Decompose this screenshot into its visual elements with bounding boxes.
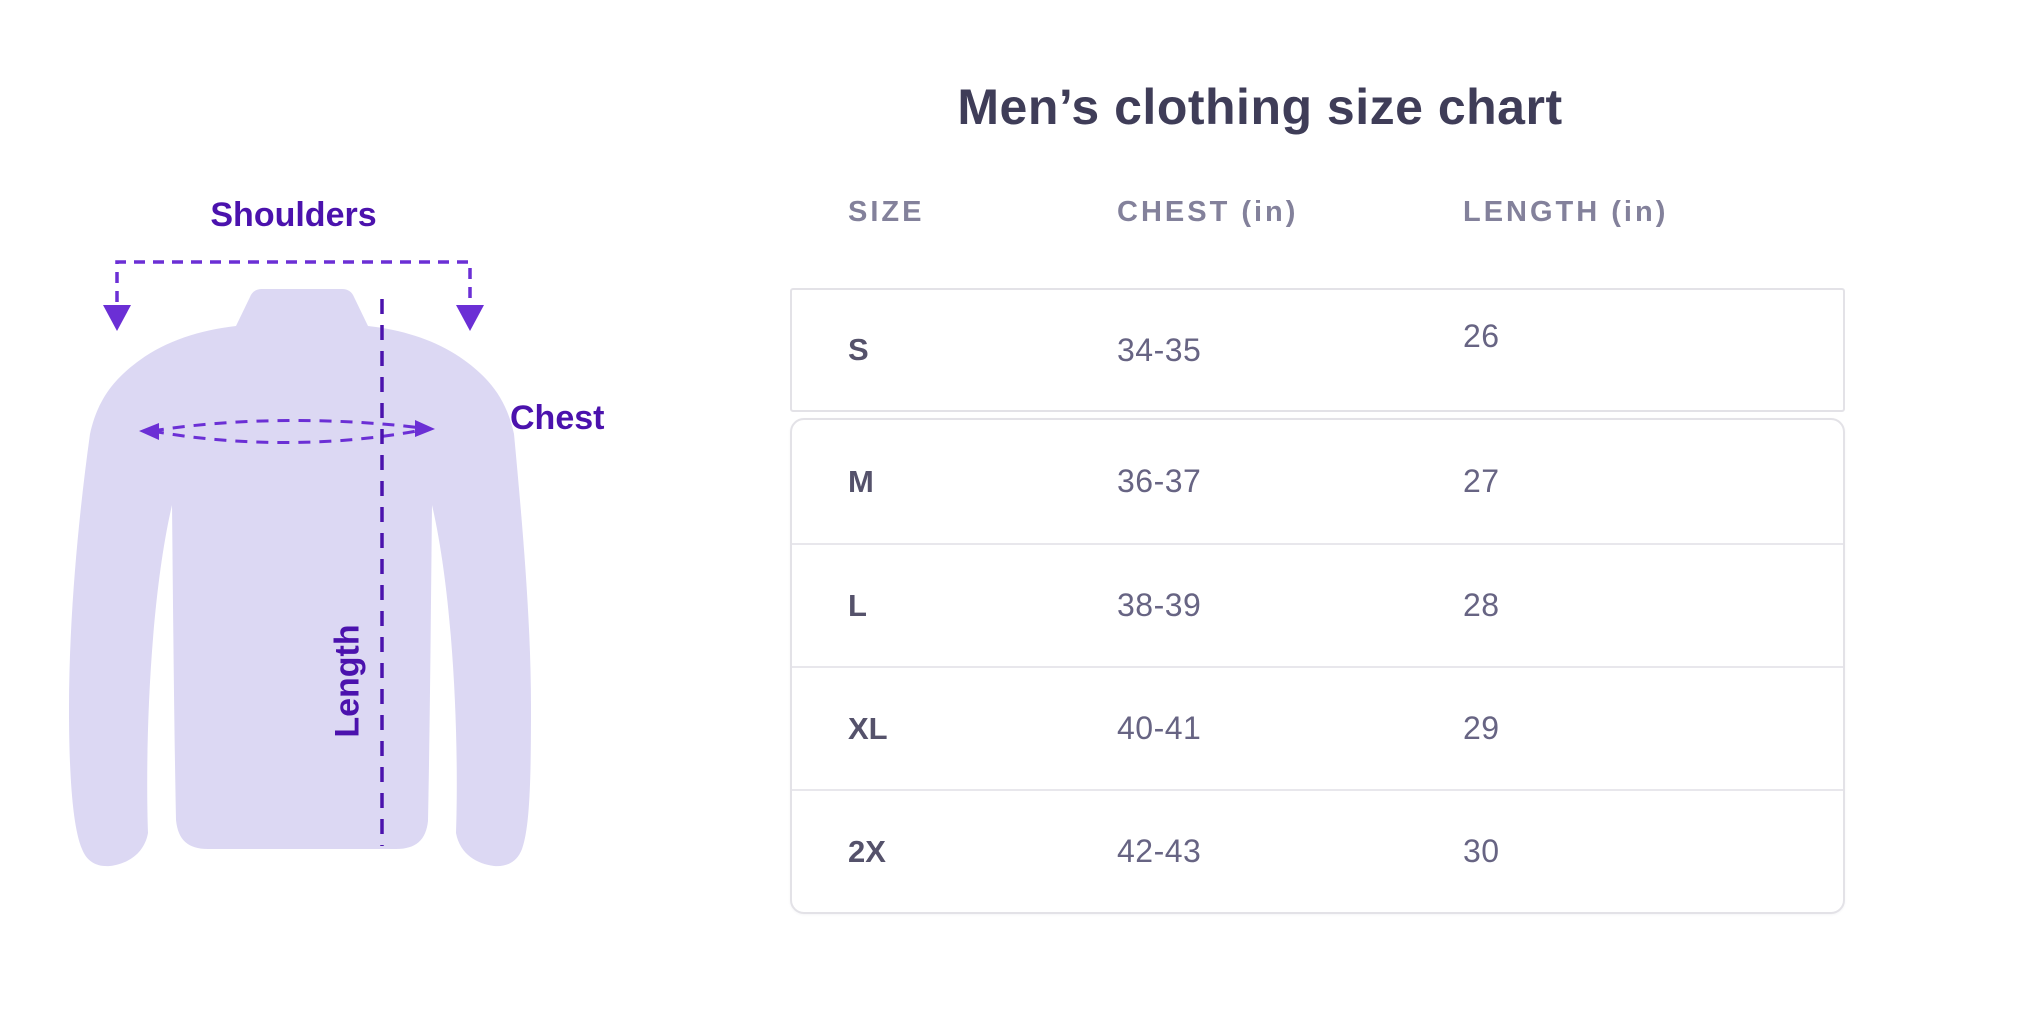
shirt-illustration: [69, 260, 531, 867]
shoulders-arrow-left-icon: [103, 305, 131, 331]
chest-measure-ellipse: [151, 418, 423, 445]
length-cell: 29: [1463, 710, 1500, 746]
shoulders-measure-line: [115, 260, 472, 302]
shirt-silhouette: [69, 289, 531, 867]
size-cell: M: [848, 463, 874, 499]
page-title: Men’s clothing size chart: [957, 79, 1563, 135]
chest-cell: 34-35: [1117, 331, 1202, 368]
chest-cell: 40-41: [1117, 710, 1202, 746]
column-header-length: LENGTH (in): [1463, 196, 1669, 228]
length-cell: 28: [1463, 587, 1500, 623]
table-row: S 34-35 26: [792, 290, 1843, 410]
size-cell: XL: [848, 710, 888, 746]
table-row: M 36-37 27: [792, 420, 1843, 543]
size-cell: S: [848, 332, 869, 367]
shirt-diagram: Shoulders Chest Length: [0, 0, 700, 1020]
shoulders-label: Shoulders: [210, 196, 377, 234]
chest-cell: 38-39: [1117, 587, 1202, 623]
chest-cell: 36-37: [1117, 463, 1202, 499]
size-cell: 2X: [848, 833, 886, 869]
table-row: XL 40-41 29: [792, 666, 1843, 789]
length-cell: 27: [1463, 463, 1500, 499]
chest-cell: 42-43: [1117, 833, 1202, 869]
size-table-body-box: M 36-37 27 L 38-39 28 XL 40-41 29 2X 42-…: [790, 418, 1845, 914]
shoulders-arrow-right-icon: [456, 305, 484, 331]
size-cell: L: [848, 587, 867, 623]
length-cell: 26: [1463, 317, 1500, 354]
column-header-chest: CHEST (in): [1117, 196, 1299, 228]
chest-arrow-left-icon: [139, 423, 159, 440]
table-row: 2X 42-43 30: [792, 789, 1843, 912]
table-row: L 38-39 28: [792, 543, 1843, 666]
chest-label: Chest: [510, 399, 605, 437]
column-header-size: SIZE: [848, 196, 925, 228]
length-cell: 30: [1463, 833, 1500, 869]
length-label: Length: [328, 624, 367, 738]
chest-arrow-right-icon: [415, 420, 435, 437]
size-table-row-s-box: S 34-35 26: [790, 288, 1845, 412]
